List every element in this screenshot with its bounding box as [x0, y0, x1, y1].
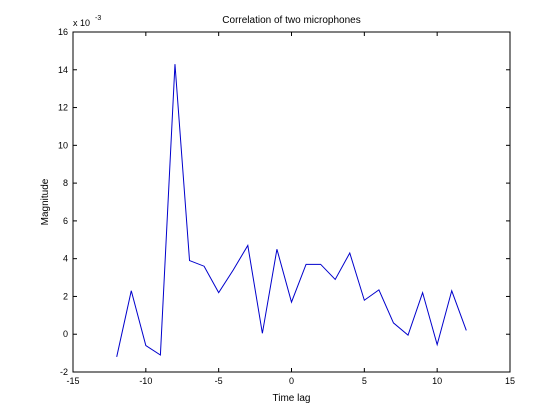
x-tick-label-1: -10	[139, 376, 152, 386]
axes-box	[72, 31, 511, 373]
y-scale-multiplier: x 10	[73, 18, 90, 28]
chart-title: Correlation of two microphones	[222, 15, 360, 26]
y-tick-label-0: -2	[60, 367, 68, 377]
x-tick-label-5: 10	[432, 376, 442, 386]
y-tick-label-5: 8	[63, 178, 68, 188]
x-axis: -15 -10 -5 0 5 10 15	[66, 32, 515, 386]
plot-area: -15 -10 -5 0 5 10 15 -2 0 2 4 6 8 10 12 14 16	[58, 27, 515, 386]
y-tick-label-6: 10	[58, 140, 68, 150]
series-line-0	[116, 64, 467, 357]
y-tick-label-2: 2	[63, 291, 68, 301]
x-tick-label-6: 15	[505, 376, 515, 386]
x-axis-title: Time lag	[273, 393, 311, 404]
y-tick-label-8: 14	[58, 65, 68, 75]
y-axis-title: Magnitude	[40, 178, 51, 225]
y-axis: -2 0 2 4 6 8 10 12 14 16	[58, 27, 510, 377]
y-scale-exponent: -3	[95, 15, 101, 22]
y-tick-label-9: 16	[58, 27, 68, 37]
y-tick-label-7: 12	[58, 103, 68, 113]
series-layer	[116, 64, 467, 357]
x-tick-label-2: -5	[215, 376, 223, 386]
y-tick-label-4: 6	[63, 216, 68, 226]
x-tick-label-0: -15	[66, 376, 79, 386]
y-tick-label-3: 4	[63, 254, 68, 264]
x-tick-label-3: 0	[289, 376, 294, 386]
x-tick-label-4: 5	[362, 376, 367, 386]
y-tick-label-1: 0	[63, 329, 68, 339]
